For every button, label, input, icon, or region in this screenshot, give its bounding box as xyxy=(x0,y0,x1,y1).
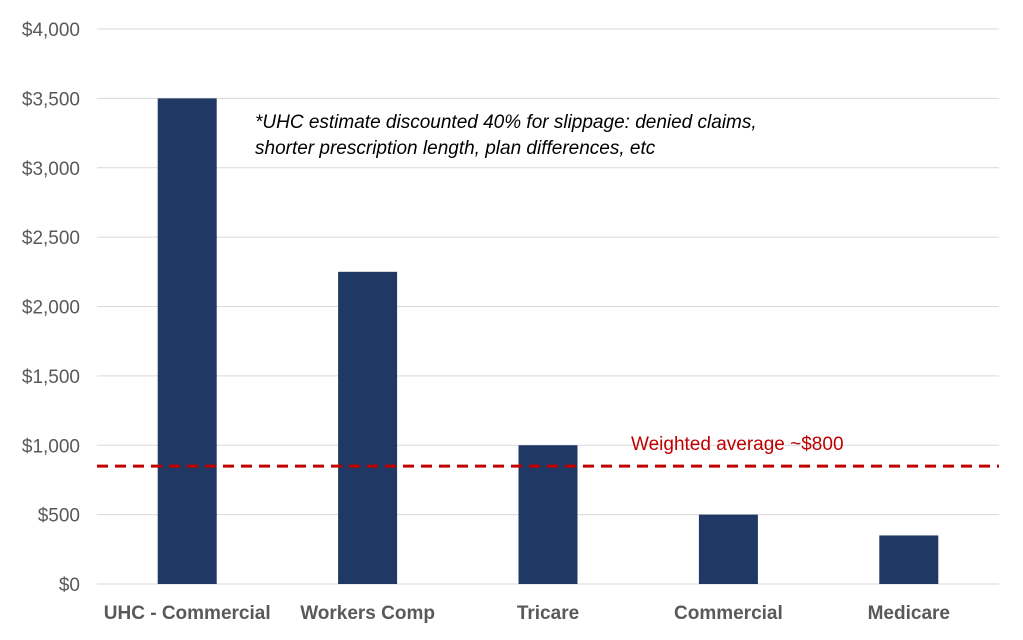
y-tick-label: $2,500 xyxy=(22,228,80,249)
bar xyxy=(518,445,578,584)
x-category-label: Workers Comp xyxy=(300,603,435,624)
y-tick-label: $1,000 xyxy=(22,436,80,457)
bars xyxy=(157,98,939,584)
annotation-line-1: *UHC estimate discounted 40% for slippag… xyxy=(255,112,757,133)
gridlines xyxy=(97,28,999,516)
x-axis-category-labels: UHC - Commercial Workers Comp Tricare Comme… xyxy=(104,603,950,624)
weighted-average-label: Weighted average ~$800 xyxy=(631,434,844,455)
bar xyxy=(698,514,758,584)
y-axis-tick-labels: $0 $500 $1,000 $1,500 $2,000 $2,500 $3,000 $3,5… xyxy=(22,20,80,596)
bar xyxy=(879,535,939,584)
annotation-line-2: shorter prescription length, plan differ… xyxy=(255,138,656,159)
y-tick-label: $0 xyxy=(59,575,80,596)
y-tick-label: $3,000 xyxy=(22,159,80,180)
y-tick-label: $4,000 xyxy=(22,20,80,41)
x-category-label: Commercial xyxy=(674,603,783,624)
x-category-label: UHC - Commercial xyxy=(104,603,271,624)
x-category-label: Medicare xyxy=(868,603,950,624)
y-tick-label: $500 xyxy=(38,506,80,527)
y-tick-label: $2,000 xyxy=(22,298,80,319)
y-tick-label: $3,500 xyxy=(22,89,80,110)
bar xyxy=(338,271,398,584)
y-tick-label: $1,500 xyxy=(22,367,80,388)
x-category-label: Tricare xyxy=(517,603,579,624)
bar xyxy=(157,98,217,584)
